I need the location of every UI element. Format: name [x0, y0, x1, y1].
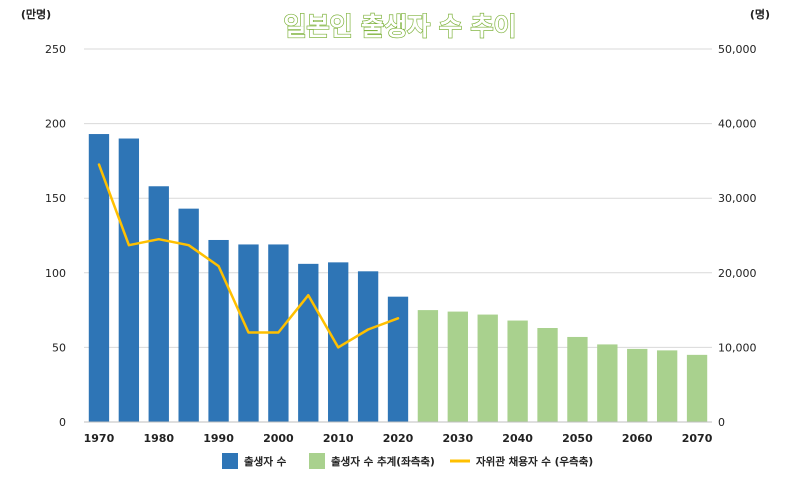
- legend-label: 출생자 수 추계(좌측축): [331, 455, 435, 468]
- x-tick-label: 2040: [502, 432, 533, 445]
- bar-births: [208, 239, 229, 422]
- bar-births-projection: [567, 336, 588, 422]
- chart-title: 일본인 출생자 수 추이: [283, 12, 516, 41]
- x-tick-label: 2070: [682, 432, 713, 445]
- bar-births: [328, 262, 349, 422]
- bar-births: [178, 208, 199, 422]
- x-tick-label: 1970: [84, 432, 115, 445]
- line-series: [97, 163, 400, 349]
- x-tick-label: 2050: [562, 432, 593, 445]
- left-tick-label: 0: [59, 416, 66, 429]
- x-tick-label: 2000: [263, 432, 294, 445]
- left-tick-label: 250: [45, 43, 66, 56]
- bar-births-projection: [507, 320, 528, 422]
- legend-swatch: [309, 453, 325, 469]
- bar-births-projection: [686, 354, 708, 422]
- right-tick-label: 20,000: [718, 267, 757, 280]
- bar-births-projection: [656, 350, 678, 422]
- left-tick-label: 100: [45, 267, 66, 280]
- line-sdf-recruits: [97, 163, 400, 349]
- right-tick-label: 50,000: [718, 43, 757, 56]
- x-tick-label: 1990: [203, 432, 234, 445]
- bar-births-projection: [447, 311, 468, 422]
- x-tick-label: 1980: [143, 432, 174, 445]
- bar-births: [387, 296, 409, 422]
- bar-births: [148, 186, 169, 422]
- right-tick-label: 10,000: [718, 341, 757, 354]
- bar-births: [118, 138, 140, 422]
- bar-births-projection: [477, 314, 498, 422]
- bar-births: [357, 271, 379, 422]
- legend-label: 자위관 채용자 수 (우측축): [476, 455, 593, 468]
- left-tick-label: 150: [45, 192, 66, 205]
- bar-births-projection: [417, 310, 439, 422]
- bar-births: [298, 263, 319, 422]
- left-tick-label: 200: [45, 118, 66, 131]
- axes: 0 50 100 150 200 250 0 10,000 20,000 30,000 40,000…: [45, 43, 757, 445]
- bar-births-projection: [627, 348, 648, 422]
- bars: [88, 134, 708, 422]
- bar-births-projection: [537, 328, 558, 422]
- left-tick-label: 50: [52, 341, 66, 354]
- right-tick-label: 30,000: [718, 192, 757, 205]
- right-tick-label: 0: [718, 416, 725, 429]
- right-axis-unit: (명): [750, 7, 770, 21]
- legend-swatch: [222, 453, 238, 469]
- bar-births: [88, 134, 110, 422]
- legend-label: 출생자 수: [244, 455, 287, 468]
- x-tick-label: 2010: [323, 432, 354, 445]
- x-tick-label: 2060: [622, 432, 653, 445]
- left-axis-unit: (만명): [21, 7, 51, 21]
- x-tick-label: 2030: [442, 432, 473, 445]
- right-tick-label: 40,000: [718, 118, 757, 131]
- legend: 출생자 수 출생자 수 추계(좌측축) 자위관 채용자 수 (우측축): [222, 453, 593, 469]
- x-tick-label: 2020: [383, 432, 414, 445]
- bar-births-projection: [597, 344, 618, 422]
